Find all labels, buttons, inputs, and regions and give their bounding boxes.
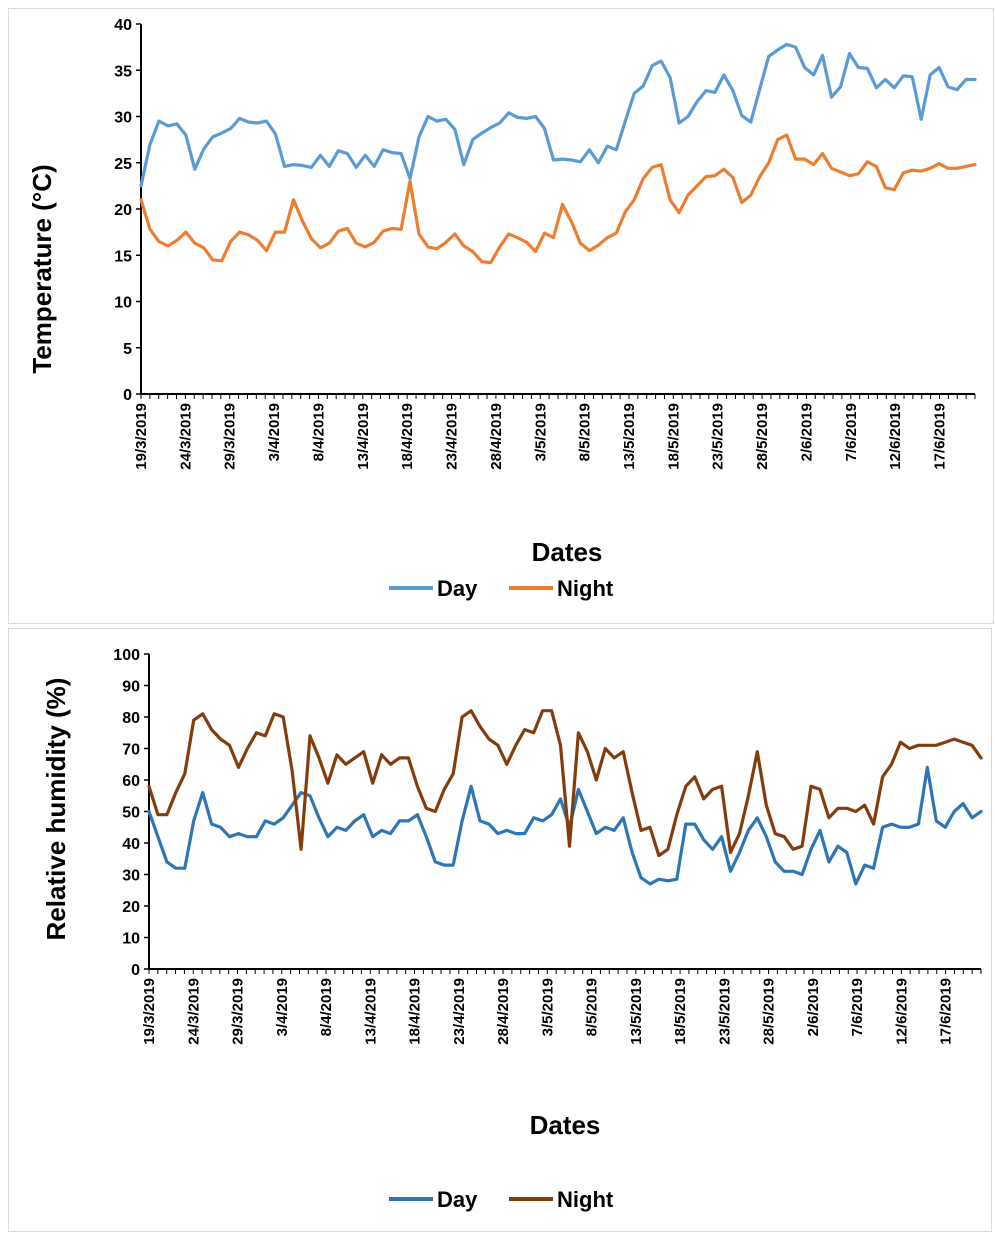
y-tick-label: 90 (122, 679, 140, 696)
x-axis-title: Dates (532, 537, 603, 567)
x-tick-label: 28/5/2019 (754, 403, 771, 470)
y-tick-label: 60 (122, 773, 140, 790)
x-tick-label: 3/5/2019 (539, 978, 556, 1036)
x-tick-label: 12/6/2019 (887, 403, 904, 470)
humidity-chart: 0 10 20 30 40 50 60 70 80 90 100 19/3/2019 24/3/201… (41, 647, 983, 1212)
series-line-day (139, 42, 977, 188)
y-axis-title: Relative humidity (%) (41, 678, 71, 941)
y-tick-label: 30 (122, 868, 140, 885)
x-axis: 19/3/2019 24/3/2019 29/3/2019 3/4/2019 8/4/2… (141, 968, 982, 1045)
legend: Day Night (389, 1187, 614, 1212)
y-axis-title: Temperature (°C) (27, 164, 57, 373)
x-tick-label: 28/4/2019 (488, 403, 505, 470)
x-tick-label: 7/6/2019 (843, 403, 860, 461)
x-tick-label: 3/4/2019 (274, 978, 291, 1036)
temperature-chart-panel: 0 5 10 15 20 25 30 35 40 19/3/2019 24/3/2019 29/3/… (8, 8, 994, 624)
x-tick-label: 2/6/2019 (798, 403, 815, 461)
x-tick-label: 18/5/2019 (665, 403, 682, 470)
legend-label-day: Day (437, 1187, 478, 1212)
y-tick-label: 5 (123, 341, 132, 358)
x-tick-label: 18/4/2019 (407, 978, 424, 1045)
x-axis: 19/3/2019 24/3/2019 29/3/2019 3/4/2019 8/4/2… (133, 393, 976, 470)
y-tick-label: 15 (114, 248, 132, 265)
y-tick-label: 0 (131, 962, 140, 979)
humidity-chart-panel: 0 10 20 30 40 50 60 70 80 90 100 19/3/2019 24/3/201… (8, 628, 992, 1232)
x-tick-label: 13/4/2019 (355, 403, 372, 470)
y-tick-label: 50 (122, 805, 140, 822)
x-tick-label: 24/3/2019 (185, 978, 202, 1045)
y-tick-label: 40 (122, 836, 140, 853)
x-tick-label: 17/6/2019 (938, 978, 955, 1045)
series-lines (139, 42, 977, 265)
x-tick-label: 17/6/2019 (932, 403, 949, 470)
x-tick-label: 13/5/2019 (621, 403, 638, 470)
x-tick-label: 8/4/2019 (310, 403, 327, 461)
series-lines (147, 709, 983, 886)
x-tick-label: 29/3/2019 (230, 978, 247, 1045)
legend: Day Night (389, 576, 614, 601)
x-tick-label: 28/4/2019 (495, 978, 512, 1045)
y-tick-label: 30 (114, 110, 132, 127)
y-tick-label: 80 (122, 710, 140, 727)
y-tick-label: 40 (114, 17, 132, 34)
x-tick-label: 19/3/2019 (141, 978, 158, 1045)
y-axis: 0 5 10 15 20 25 30 35 40 (114, 17, 142, 404)
x-tick-label: 7/6/2019 (849, 978, 866, 1036)
x-tick-label: 19/3/2019 (133, 403, 150, 470)
x-tick-label: 3/5/2019 (532, 403, 549, 461)
x-tick-label: 18/5/2019 (672, 978, 689, 1045)
y-axis: 0 10 20 30 40 50 60 70 80 90 100 (113, 647, 150, 979)
y-tick-label: 100 (113, 647, 140, 664)
x-tick-label: 24/3/2019 (177, 403, 194, 470)
x-tick-label: 18/4/2019 (399, 403, 416, 470)
y-tick-label: 25 (114, 156, 132, 173)
x-tick-label: 29/3/2019 (222, 403, 239, 470)
legend-label-night: Night (557, 1187, 614, 1212)
series-line-night (139, 133, 977, 265)
y-tick-label: 20 (122, 899, 140, 916)
x-tick-label: 23/5/2019 (716, 978, 733, 1045)
y-tick-label: 20 (114, 202, 132, 219)
x-tick-label: 3/4/2019 (266, 403, 283, 461)
y-tick-label: 0 (123, 387, 132, 404)
y-tick-label: 35 (114, 63, 132, 80)
x-tick-label: 8/5/2019 (577, 403, 594, 461)
x-tick-label: 13/5/2019 (628, 978, 645, 1045)
temperature-chart: 0 5 10 15 20 25 30 35 40 19/3/2019 24/3/2019 29/3/… (27, 17, 977, 601)
x-tick-label: 12/6/2019 (893, 978, 910, 1045)
x-tick-label: 23/4/2019 (444, 403, 461, 470)
x-tick-label: 8/5/2019 (584, 978, 601, 1036)
x-axis-title: Dates (530, 1110, 601, 1140)
y-tick-label: 10 (114, 295, 132, 312)
x-tick-label: 23/5/2019 (710, 403, 727, 470)
legend-label-night: Night (557, 576, 614, 601)
x-tick-label: 2/6/2019 (805, 978, 822, 1036)
y-tick-label: 70 (122, 742, 140, 759)
series-line-night (147, 709, 983, 858)
legend-label-day: Day (437, 576, 478, 601)
x-tick-label: 23/4/2019 (451, 978, 468, 1045)
x-tick-label: 13/4/2019 (362, 978, 379, 1045)
x-tick-label: 8/4/2019 (318, 978, 335, 1036)
x-tick-label: 28/5/2019 (761, 978, 778, 1045)
y-tick-label: 10 (122, 931, 140, 948)
